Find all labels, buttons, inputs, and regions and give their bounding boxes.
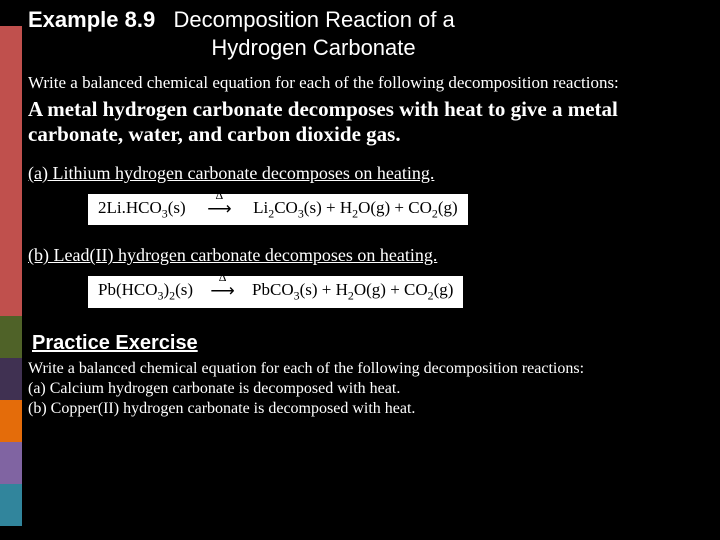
intro-text: Write a balanced chemical equation for e… bbox=[28, 72, 708, 93]
color-stripe bbox=[0, 316, 22, 358]
part-a-equation: 2Li.HCO3(s) Δ⟶ Li2CO3(s) + H2O(g) + CO2(… bbox=[88, 194, 468, 225]
practice-a: (a) Calcium hydrogen carbonate is decomp… bbox=[28, 379, 708, 399]
practice-b: (b) Copper(II) hydrogen carbonate is dec… bbox=[28, 399, 708, 419]
title-block: Example 8.9 Decomposition Reaction of a … bbox=[28, 6, 708, 62]
sidebar-color-stripes bbox=[0, 26, 22, 526]
part-a-label: (a) Lithium hydrogen carbonate decompose… bbox=[28, 163, 708, 184]
bold-statement: A metal hydrogen carbonate decomposes wi… bbox=[28, 97, 708, 147]
color-stripe bbox=[0, 442, 22, 484]
practice-body: Write a balanced chemical equation for e… bbox=[28, 359, 708, 419]
title-line2: Hydrogen Carbonate bbox=[211, 35, 415, 60]
color-stripe bbox=[0, 358, 22, 400]
practice-heading: Practice Exercise bbox=[32, 332, 708, 355]
practice-intro: Write a balanced chemical equation for e… bbox=[28, 359, 708, 379]
title-line1: Decomposition Reaction of a bbox=[174, 7, 455, 32]
color-stripe bbox=[0, 484, 22, 526]
example-label: Example 8.9 bbox=[28, 7, 155, 32]
color-stripe bbox=[0, 400, 22, 442]
part-b-label: (b) Lead(II) hydrogen carbonate decompos… bbox=[28, 245, 708, 266]
part-b-equation: Pb(HCO3)2(s) Δ⟶ PbCO3(s) + H2O(g) + CO2(… bbox=[88, 276, 463, 307]
slide-content: Example 8.9 Decomposition Reaction of a … bbox=[28, 6, 708, 419]
color-stripe bbox=[0, 26, 22, 316]
